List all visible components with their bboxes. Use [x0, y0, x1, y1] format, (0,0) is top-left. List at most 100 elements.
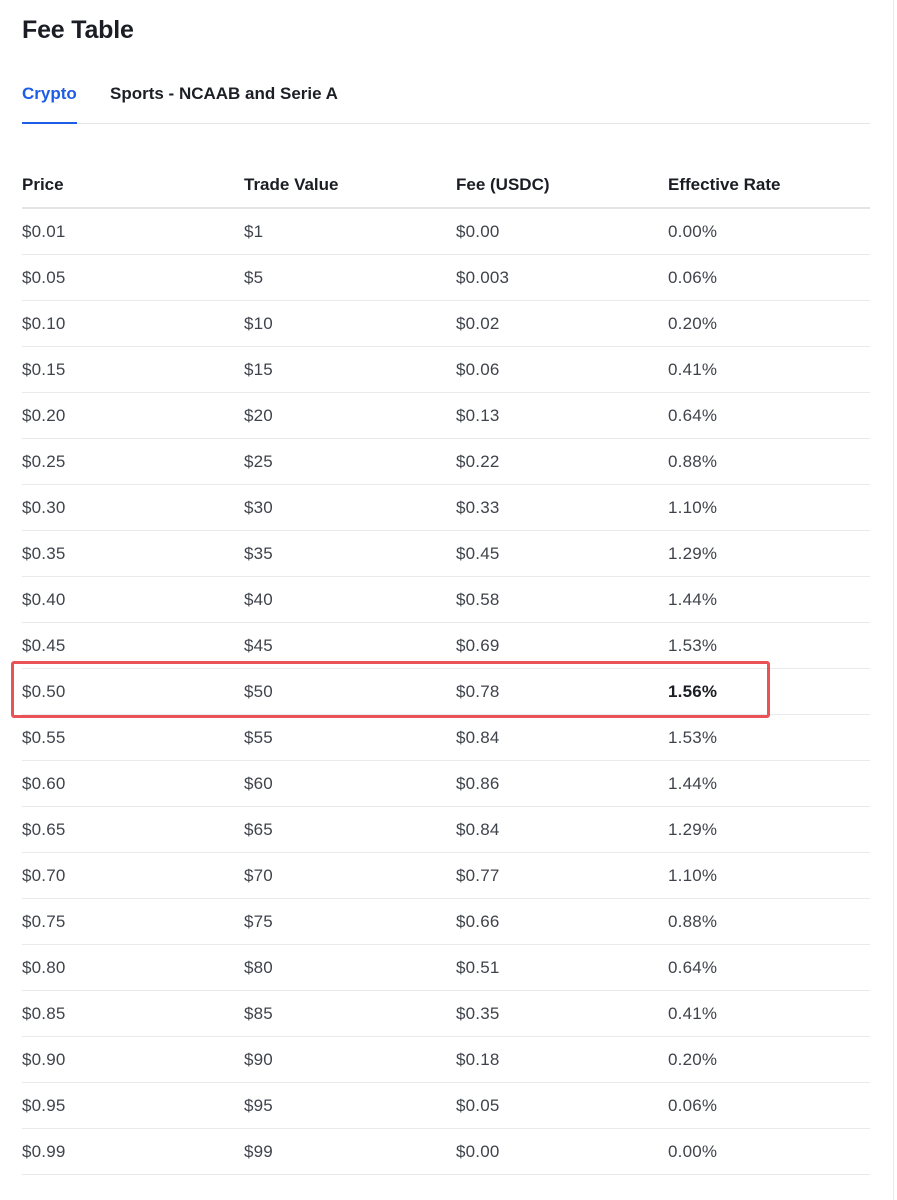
table-row: $0.05 $5 $0.003 0.06%	[22, 254, 870, 301]
cell-fee: $0.58	[456, 576, 668, 623]
cell-fee: $0.66	[456, 898, 668, 945]
table-row: $0.30 $30 $0.33 1.10%	[22, 484, 870, 531]
table-row: $0.70 $70 $0.77 1.10%	[22, 852, 870, 899]
table-row: $0.40 $40 $0.58 1.44%	[22, 576, 870, 623]
tab-sports-ncaab-serie-a[interactable]: Sports - NCAAB and Serie A	[110, 84, 338, 103]
cell-price: $0.90	[22, 1036, 244, 1083]
cell-trade-value: $1	[244, 208, 456, 255]
cell-effective-rate: 0.88%	[668, 438, 870, 485]
cell-fee: $0.78	[456, 668, 668, 715]
cell-price: $0.65	[22, 806, 244, 853]
cell-trade-value: $70	[244, 852, 456, 899]
column-header-price: Price	[22, 163, 244, 209]
table-row: $0.20 $20 $0.13 0.64%	[22, 392, 870, 439]
cell-trade-value: $99	[244, 1128, 456, 1175]
cell-price: $0.25	[22, 438, 244, 485]
table-row: $0.75 $75 $0.66 0.88%	[22, 898, 870, 945]
table-row: $0.60 $60 $0.86 1.44%	[22, 760, 870, 807]
table-row: $0.25 $25 $0.22 0.88%	[22, 438, 870, 485]
cell-effective-rate: 0.64%	[668, 944, 870, 991]
cell-trade-value: $5	[244, 254, 456, 301]
cell-trade-value: $55	[244, 714, 456, 761]
column-header-effective-rate: Effective Rate	[668, 163, 870, 209]
table-body: $0.01 $1 $0.00 0.00% $0.05 $5 $0.003 0.06% $0.10…	[22, 208, 870, 1175]
cell-price: $0.75	[22, 898, 244, 945]
cell-effective-rate: 0.20%	[668, 1036, 870, 1083]
column-header-trade-value: Trade Value	[244, 163, 456, 209]
cell-price: $0.01	[22, 208, 244, 255]
cell-price: $0.20	[22, 392, 244, 439]
fee-table: Price Trade Value Fee (USDC) Effective R…	[22, 163, 870, 1175]
tab-bar: Crypto Sports - NCAAB and Serie A	[22, 84, 870, 124]
cell-fee: $0.003	[456, 254, 668, 301]
table-row: $0.45 $45 $0.69 1.53%	[22, 622, 870, 669]
cell-trade-value: $15	[244, 346, 456, 393]
cell-trade-value: $20	[244, 392, 456, 439]
cell-price: $0.50	[22, 668, 244, 715]
cell-price: $0.05	[22, 254, 244, 301]
table-row: $0.10 $10 $0.02 0.20%	[22, 300, 870, 347]
cell-fee: $0.05	[456, 1082, 668, 1129]
cell-price: $0.80	[22, 944, 244, 991]
tab-crypto[interactable]: Crypto	[22, 84, 77, 124]
cell-effective-rate: 1.44%	[668, 760, 870, 807]
cell-effective-rate: 0.41%	[668, 990, 870, 1037]
cell-trade-value: $35	[244, 530, 456, 577]
cell-trade-value: $95	[244, 1082, 456, 1129]
cell-effective-rate: 0.41%	[668, 346, 870, 393]
cell-price: $0.70	[22, 852, 244, 899]
cell-fee: $0.45	[456, 530, 668, 577]
cell-price: $0.30	[22, 484, 244, 531]
cell-fee: $0.84	[456, 806, 668, 853]
table-header: Price Trade Value Fee (USDC) Effective R…	[22, 163, 870, 209]
cell-effective-rate: 0.64%	[668, 392, 870, 439]
cell-trade-value: $10	[244, 300, 456, 347]
cell-price: $0.55	[22, 714, 244, 761]
cell-fee: $0.18	[456, 1036, 668, 1083]
cell-trade-value: $45	[244, 622, 456, 669]
table-row: $0.95 $95 $0.05 0.06%	[22, 1082, 870, 1129]
cell-effective-rate: 0.00%	[668, 1128, 870, 1175]
cell-trade-value: $25	[244, 438, 456, 485]
cell-fee: $0.77	[456, 852, 668, 899]
cell-trade-value: $80	[244, 944, 456, 991]
cell-trade-value: $65	[244, 806, 456, 853]
cell-trade-value: $75	[244, 898, 456, 945]
cell-price: $0.99	[22, 1128, 244, 1175]
column-header-fee-usdc: Fee (USDC)	[456, 163, 668, 209]
cell-fee: $0.00	[456, 208, 668, 255]
cell-fee: $0.86	[456, 760, 668, 807]
cell-trade-value: $40	[244, 576, 456, 623]
page-right-divider	[893, 0, 894, 1200]
table-row: $0.35 $35 $0.45 1.29%	[22, 530, 870, 577]
cell-effective-rate: 1.44%	[668, 576, 870, 623]
table-row: $0.99 $99 $0.00 0.00%	[22, 1128, 870, 1175]
cell-trade-value: $90	[244, 1036, 456, 1083]
cell-price: $0.10	[22, 300, 244, 347]
cell-trade-value: $60	[244, 760, 456, 807]
cell-effective-rate: 1.10%	[668, 484, 870, 531]
page-title: Fee Table	[22, 16, 134, 44]
cell-fee: $0.06	[456, 346, 668, 393]
cell-price: $0.60	[22, 760, 244, 807]
cell-effective-rate: 0.20%	[668, 300, 870, 347]
cell-price: $0.35	[22, 530, 244, 577]
cell-effective-rate: 1.56%	[668, 668, 870, 715]
cell-fee: $0.33	[456, 484, 668, 531]
table-row: $0.90 $90 $0.18 0.20%	[22, 1036, 870, 1083]
cell-effective-rate: 1.53%	[668, 622, 870, 669]
cell-price: $0.45	[22, 622, 244, 669]
table-row: $0.01 $1 $0.00 0.00%	[22, 208, 870, 255]
table-row: $0.65 $65 $0.84 1.29%	[22, 806, 870, 853]
cell-effective-rate: 0.06%	[668, 254, 870, 301]
table-row: $0.85 $85 $0.35 0.41%	[22, 990, 870, 1037]
table-row: $0.15 $15 $0.06 0.41%	[22, 346, 870, 393]
cell-fee: $0.69	[456, 622, 668, 669]
cell-price: $0.85	[22, 990, 244, 1037]
cell-fee: $0.00	[456, 1128, 668, 1175]
cell-fee: $0.35	[456, 990, 668, 1037]
table-row: $0.80 $80 $0.51 0.64%	[22, 944, 870, 991]
cell-price: $0.15	[22, 346, 244, 393]
cell-price: $0.95	[22, 1082, 244, 1129]
cell-fee: $0.84	[456, 714, 668, 761]
